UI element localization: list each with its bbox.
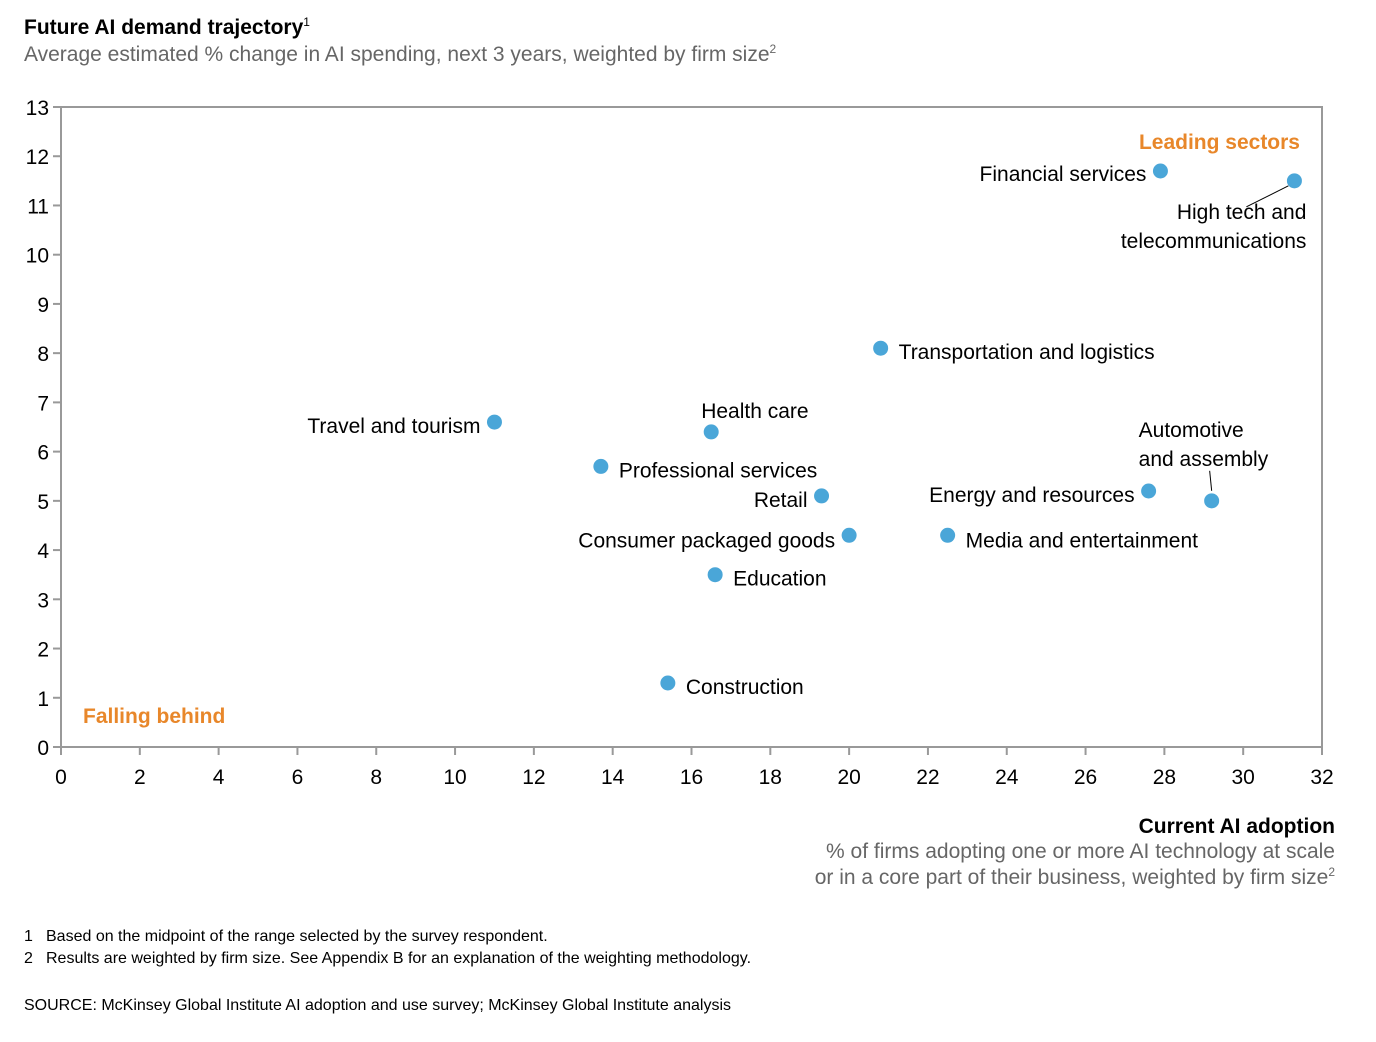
x-tick-label: 26: [1074, 766, 1097, 789]
x-tick-label: 6: [292, 766, 304, 789]
point-label: Automotive: [1139, 419, 1244, 442]
x-tick-label: 20: [837, 766, 860, 789]
x-tick-label: 4: [213, 766, 225, 789]
y-tick-label: 13: [26, 97, 49, 120]
data-point: [873, 340, 889, 356]
data-point: [1152, 163, 1168, 179]
y-tick-label: 1: [37, 688, 49, 711]
point-label: Consumer packaged goods: [578, 529, 835, 552]
x-axis-subtitle-line2: or in a core part of their business, wei…: [814, 865, 1335, 889]
x-axis-subtitle-line1: % of firms adopting one or more AI techn…: [826, 840, 1335, 863]
source-note: SOURCE: McKinsey Global Institute AI ado…: [24, 997, 731, 1014]
footnote-1: 1 Based on the midpoint of the range sele…: [24, 928, 548, 945]
x-tick-label: 30: [1232, 766, 1255, 789]
point-label: High tech and: [1177, 201, 1307, 224]
point-label: Media and entertainment: [966, 529, 1198, 552]
x-tick-label: 14: [601, 766, 625, 789]
data-point: [940, 527, 956, 543]
scatter-chart: 0 2 4 6 8 10 12 14 16 18 20 22 24 26 28 30 3201234567891…: [26, 97, 1334, 789]
y-tick-label: 8: [37, 343, 49, 366]
data-point: [1141, 483, 1157, 499]
x-axis-title-block: Current AI adoption % of firms adopting …: [815, 815, 1335, 891]
data-point: [660, 675, 676, 691]
x-tick-label: 8: [370, 766, 382, 789]
x-tick-label: 24: [995, 766, 1019, 789]
x-tick-label: 2: [134, 766, 146, 789]
footnotes: 1 Based on the midpoint of the range sele…: [24, 926, 751, 970]
point-label: Construction: [686, 676, 804, 699]
region-label-falling: Falling behind: [83, 705, 225, 728]
y-axis-subtitle: Average estimated % change in AI spendin…: [24, 42, 777, 66]
y-tick-label: 5: [37, 491, 49, 514]
point-label: Health care: [701, 400, 808, 423]
point-label: telecommunications: [1121, 230, 1307, 253]
point-label: and assembly: [1139, 448, 1269, 471]
data-point: [703, 424, 719, 440]
y-tick-label: 4: [37, 540, 49, 563]
data-point: [593, 458, 609, 474]
x-tick-label: 12: [522, 766, 545, 789]
data-point: [1204, 493, 1220, 509]
y-tick-label: 6: [37, 442, 49, 465]
x-tick-label: 32: [1310, 766, 1333, 789]
point-label: Professional services: [619, 459, 817, 482]
data-point: [707, 567, 723, 583]
y-tick-label: 10: [26, 245, 49, 268]
x-tick-label: 10: [443, 766, 466, 789]
x-tick-label: 18: [759, 766, 782, 789]
x-tick-label: 0: [55, 766, 67, 789]
point-label: Retail: [754, 489, 808, 512]
x-tick-label: 16: [680, 766, 703, 789]
point-label: Education: [733, 568, 826, 591]
y-tick-label: 0: [37, 737, 49, 760]
leader-line: [1246, 185, 1289, 208]
x-tick-label: 28: [1153, 766, 1176, 789]
y-tick-label: 2: [37, 639, 49, 662]
point-label: Transportation and logistics: [899, 341, 1155, 364]
y-axis-title: Future AI demand trajectory1: [24, 15, 310, 39]
data-point: [841, 527, 857, 543]
x-axis-title: Current AI adoption: [1138, 815, 1335, 838]
data-point: [814, 488, 830, 504]
data-point: [1286, 173, 1302, 189]
plot-frame: [60, 106, 1323, 748]
y-tick-label: 9: [37, 294, 49, 317]
point-label: Energy and resources: [929, 484, 1134, 507]
region-label-leading: Leading sectors: [1139, 131, 1300, 154]
point-label: Travel and tourism: [307, 415, 480, 438]
point-label: Financial services: [980, 163, 1147, 186]
x-tick-label: 22: [916, 766, 939, 789]
y-tick-label: 12: [26, 146, 49, 169]
y-tick-label: 11: [27, 195, 49, 218]
y-tick-label: 3: [37, 589, 49, 612]
footnote-2: 2 Results are weighted by firm size. See …: [24, 950, 752, 967]
data-point: [486, 414, 502, 430]
leader-line: [1209, 470, 1213, 491]
y-tick-label: 7: [37, 392, 49, 415]
